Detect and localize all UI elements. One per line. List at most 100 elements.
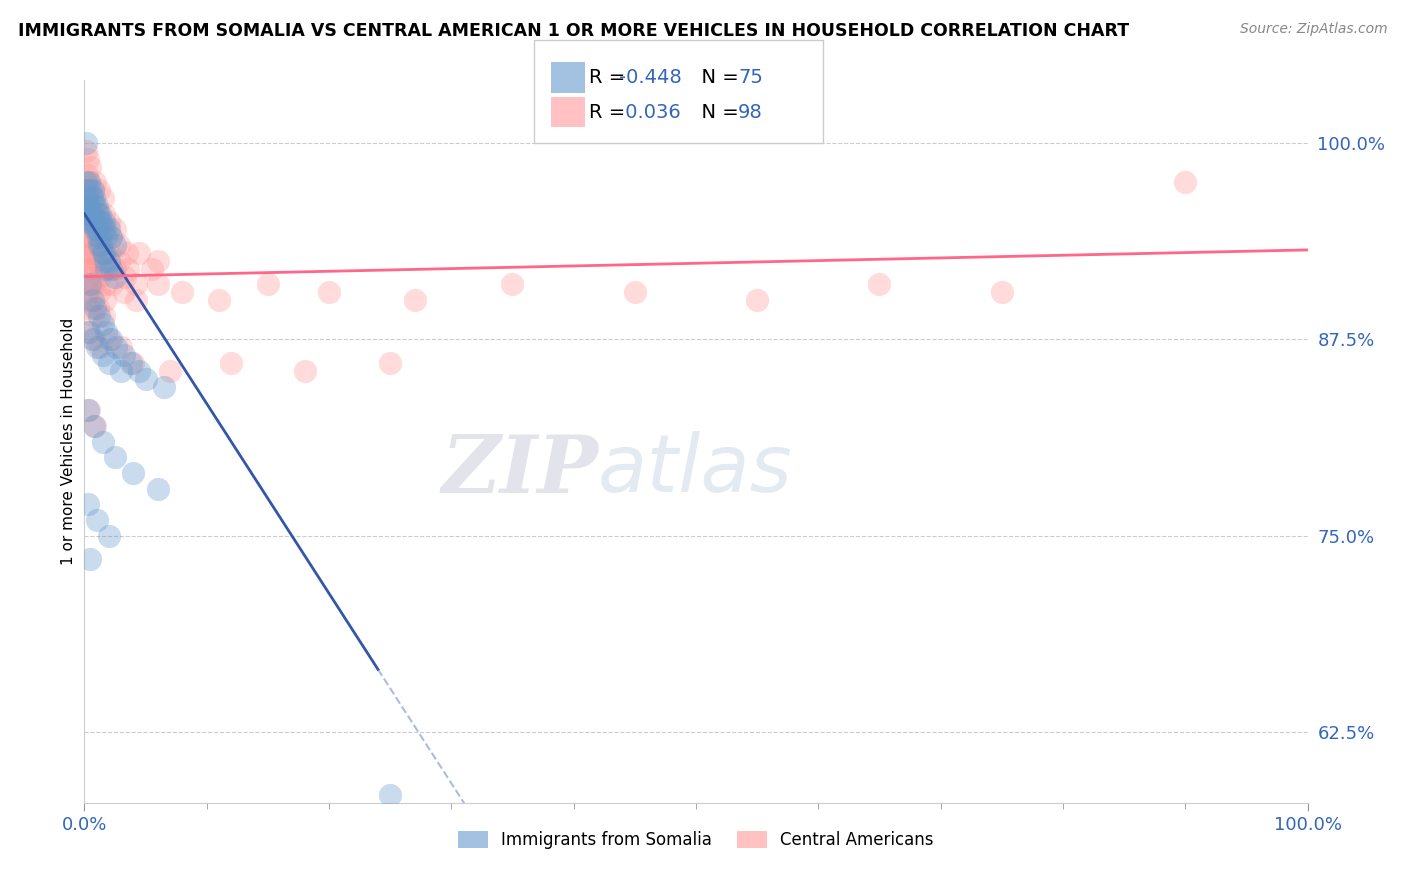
Point xyxy=(89,230,111,244)
Point xyxy=(76,261,98,276)
Point xyxy=(76,199,98,213)
Point xyxy=(146,254,169,268)
Text: -0.448: -0.448 xyxy=(619,68,682,87)
Point xyxy=(86,199,108,213)
Point xyxy=(77,191,100,205)
Point xyxy=(80,333,103,347)
Text: R =: R = xyxy=(589,103,631,121)
Point xyxy=(87,285,110,300)
Point xyxy=(76,168,98,182)
Point xyxy=(91,246,114,260)
Point xyxy=(80,191,103,205)
Point xyxy=(869,277,891,292)
Point xyxy=(624,285,647,300)
Point xyxy=(96,230,118,244)
Point xyxy=(87,207,110,221)
Point xyxy=(122,356,145,370)
Point xyxy=(89,340,111,354)
Point xyxy=(77,207,100,221)
Point xyxy=(77,152,100,166)
Point xyxy=(1174,175,1197,189)
Point xyxy=(104,238,127,252)
Point xyxy=(87,207,110,221)
Point xyxy=(93,309,115,323)
Point xyxy=(96,277,118,292)
Legend: Immigrants from Somalia, Central Americans: Immigrants from Somalia, Central America… xyxy=(451,824,941,856)
Point xyxy=(83,230,105,244)
Point xyxy=(96,261,118,276)
Point xyxy=(75,183,97,197)
Point xyxy=(128,364,150,378)
Point xyxy=(77,403,100,417)
Point xyxy=(84,418,107,433)
Point xyxy=(90,238,112,252)
Point xyxy=(87,309,110,323)
Point xyxy=(93,207,115,221)
Point xyxy=(82,183,104,197)
Point xyxy=(82,293,104,308)
Point xyxy=(79,277,101,292)
Point xyxy=(380,356,402,370)
Point xyxy=(257,277,280,292)
Point xyxy=(77,238,100,252)
Point xyxy=(114,269,136,284)
Point xyxy=(91,434,114,449)
Point xyxy=(82,246,104,260)
Point xyxy=(77,285,100,300)
Point xyxy=(75,199,97,213)
Point xyxy=(404,293,426,308)
Point xyxy=(153,379,176,393)
Point xyxy=(77,254,100,268)
Point xyxy=(76,207,98,221)
Point xyxy=(87,301,110,315)
Point xyxy=(84,175,107,189)
Point xyxy=(146,482,169,496)
Point xyxy=(502,277,524,292)
Point xyxy=(100,230,122,244)
Point xyxy=(77,403,100,417)
Point xyxy=(86,513,108,527)
Point xyxy=(91,261,114,276)
Point xyxy=(83,418,105,433)
Point xyxy=(97,222,120,236)
Point xyxy=(100,230,122,244)
Point xyxy=(77,199,100,213)
Point xyxy=(89,207,111,221)
Point xyxy=(75,136,97,150)
Point xyxy=(100,261,122,276)
Point xyxy=(82,309,104,323)
Point xyxy=(77,214,100,228)
Point xyxy=(83,199,105,213)
Text: Source: ZipAtlas.com: Source: ZipAtlas.com xyxy=(1240,22,1388,37)
Point xyxy=(84,199,107,213)
Point xyxy=(208,293,231,308)
Point xyxy=(87,230,110,244)
Point xyxy=(87,214,110,228)
Point xyxy=(91,348,114,362)
Point xyxy=(79,207,101,221)
Text: IMMIGRANTS FROM SOMALIA VS CENTRAL AMERICAN 1 OR MORE VEHICLES IN HOUSEHOLD CORR: IMMIGRANTS FROM SOMALIA VS CENTRAL AMERI… xyxy=(18,22,1129,40)
Point xyxy=(318,285,340,300)
Point xyxy=(83,277,105,292)
Point xyxy=(110,364,132,378)
Point xyxy=(380,788,402,802)
Point xyxy=(90,214,112,228)
Point xyxy=(75,293,97,308)
Text: N =: N = xyxy=(689,68,745,87)
Point xyxy=(87,238,110,252)
Point xyxy=(87,183,110,197)
Point xyxy=(97,246,120,260)
Point xyxy=(83,214,105,228)
Point xyxy=(141,261,163,276)
Point xyxy=(75,214,97,228)
Point xyxy=(82,214,104,228)
Point xyxy=(77,175,100,189)
Point xyxy=(94,293,117,308)
Point xyxy=(125,293,148,308)
Point xyxy=(77,301,100,315)
Point xyxy=(79,160,101,174)
Point xyxy=(122,466,145,480)
Point xyxy=(79,183,101,197)
Text: 98: 98 xyxy=(738,103,763,121)
Point xyxy=(107,238,129,252)
